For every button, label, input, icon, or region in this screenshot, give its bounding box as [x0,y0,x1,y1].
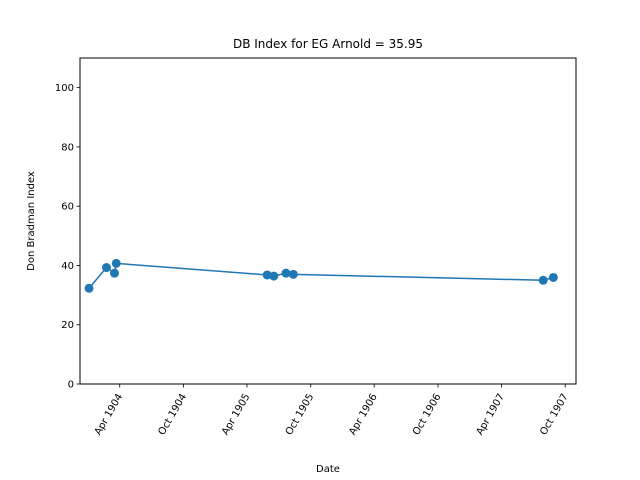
data-point [281,268,291,278]
y-tick-label: 80 [61,142,74,153]
data-point [262,270,272,280]
data-point [548,272,558,282]
data-point [101,263,111,273]
plot-area [84,258,558,293]
data-point [110,268,120,278]
data-point [269,271,279,281]
data-point [538,275,548,285]
data-point [84,283,94,293]
y-tick-label: 100 [55,83,74,94]
data-point [288,269,298,279]
chart-title: DB Index for EG Arnold = 35.95 [233,37,423,51]
y-axis: 0 20 40 60 80 100 [55,83,80,391]
y-tick-label: 40 [61,261,74,272]
y-axis-label: Don Bradman Index [26,171,37,271]
y-tick-label: 0 [68,380,74,391]
axes-frame [79,57,577,385]
y-tick-label: 60 [61,202,74,213]
y-tick-label: 20 [61,320,74,331]
data-point [111,258,121,268]
x-axis-label: Date [316,464,340,475]
